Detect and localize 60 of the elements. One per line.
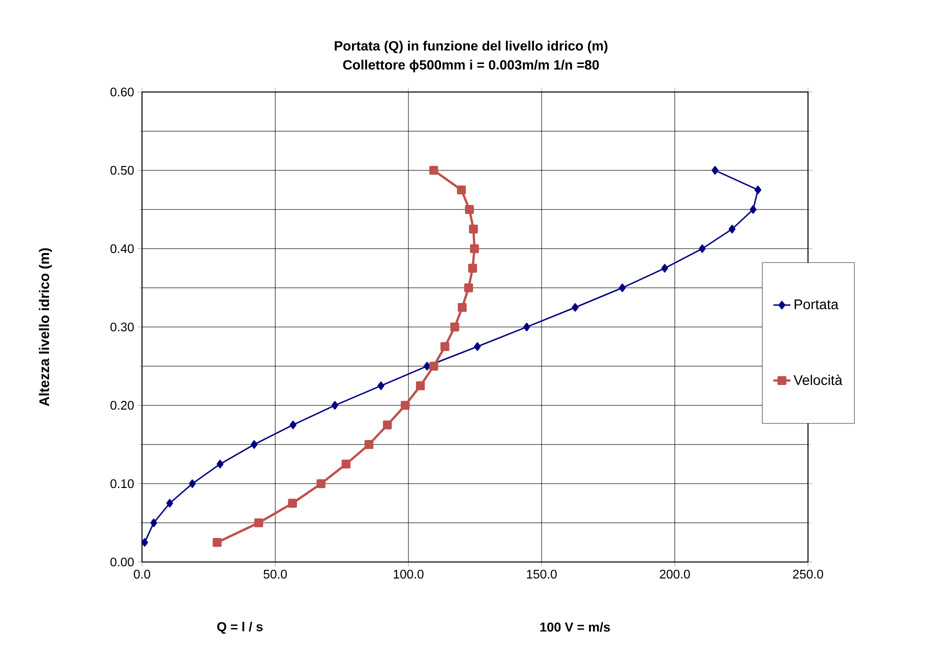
point	[212, 538, 222, 547]
point	[523, 322, 530, 332]
point	[750, 205, 757, 214]
y-tick-label: 0.50	[110, 166, 134, 175]
y-tick-label: 0.20	[110, 400, 134, 410]
point	[400, 400, 410, 410]
point	[450, 322, 460, 332]
legend-label: Velocità	[794, 374, 842, 386]
y-tick-label: 0.00	[110, 558, 134, 566]
point	[661, 264, 668, 273]
point	[254, 518, 264, 528]
point	[288, 498, 297, 508]
point	[728, 224, 736, 234]
point	[342, 460, 351, 469]
x-tick-label: 150.0	[526, 570, 557, 579]
point	[464, 205, 474, 214]
point	[572, 303, 579, 312]
point	[150, 518, 158, 528]
point	[458, 302, 467, 312]
point	[440, 342, 450, 352]
y-tick-label: 0.60	[110, 88, 134, 96]
point	[712, 166, 718, 175]
point	[429, 362, 438, 371]
point	[754, 186, 762, 194]
chart-subtitle: Collettore ϕ500mm i = 0.003m/m 1/n =80	[343, 60, 599, 72]
point	[382, 420, 392, 430]
point	[464, 283, 474, 292]
point	[468, 264, 478, 273]
y-tick-label: 0.10	[110, 479, 134, 488]
point	[424, 362, 430, 370]
point	[698, 244, 706, 253]
point	[456, 185, 466, 194]
point	[290, 420, 296, 430]
y-tick-label: 0.40	[110, 244, 134, 254]
point	[316, 479, 326, 488]
y-axis-title: Altezza livello idrico (m)	[38, 248, 52, 406]
x-axis-title: Q = l / s	[217, 622, 263, 634]
point	[474, 342, 481, 351]
x-tick-label: 100.0	[394, 570, 424, 579]
y-tick-label: 0.30	[110, 322, 134, 332]
text: 100 V = m/s	[540, 622, 610, 632]
point	[416, 381, 425, 390]
point	[468, 224, 478, 234]
point	[429, 166, 438, 175]
x-tick-label: 200.0	[660, 570, 690, 579]
x-tick-label: 50.0	[264, 570, 287, 579]
point	[188, 479, 196, 488]
point	[331, 401, 338, 410]
x-tick-label: 0.0	[134, 570, 150, 579]
point	[250, 440, 258, 449]
point	[166, 498, 174, 508]
point	[378, 381, 384, 390]
point	[141, 538, 148, 547]
point	[216, 460, 224, 468]
point	[364, 440, 374, 449]
point	[618, 284, 626, 292]
legend-label: Portata	[794, 300, 839, 310]
x-tick-label: 250.0	[793, 570, 824, 579]
point	[470, 244, 479, 254]
chart-title: Portata (Q) in funzione del livello idrico (m)	[334, 40, 608, 54]
